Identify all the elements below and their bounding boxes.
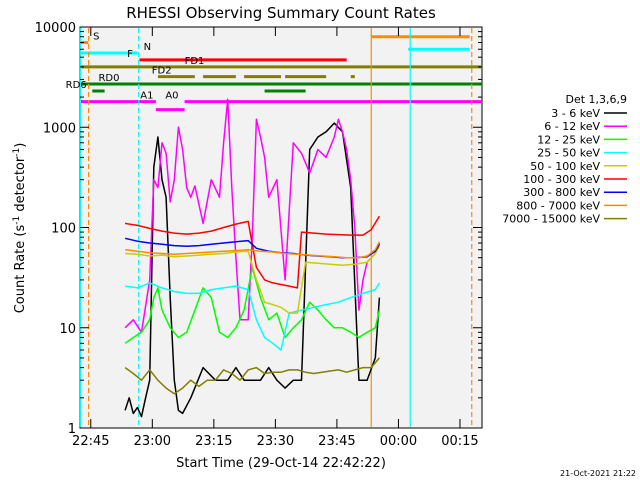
series-line-7000-15000-kev [124, 357, 380, 395]
y-axis-label-end: ) [13, 143, 28, 148]
y-axis-label-sup1: -1 [12, 216, 22, 225]
x-axis-label: Start Time (29-Oct-14 22:42:22) [176, 456, 386, 471]
x-tick-label-23-00: 23:00 [134, 434, 171, 449]
flag-label-s: S [93, 32, 99, 43]
legend-label-6-12-kev: 6 - 12 keV [544, 120, 600, 133]
data-series [124, 98, 381, 418]
axes: 22:45 23:00 23:15 23:30 23:45 00:00 00:15 1 10 10… [35, 21, 482, 449]
y-tick-label-1000: 1000 [43, 121, 76, 136]
legend-label-800-7000-kev: 800 - 7000 keV [516, 199, 600, 212]
flag-label-fd1: FD1 [185, 56, 205, 67]
chart-title: RHESSI Observing Summary Count Rates [126, 4, 436, 22]
flag-label-a0: A0 [165, 91, 178, 102]
flag-label-fd2: FD2 [152, 66, 172, 77]
flag-label-rd0: RD0 [98, 73, 119, 84]
footer-timestamp: 21-Oct-2021 21:22 [560, 469, 636, 478]
x-tick-label-00-00: 00:00 [380, 434, 417, 449]
y-axis-label-mid: detector [13, 156, 28, 216]
y-axis-label-main: Count Rate (s [13, 225, 28, 314]
x-tick-label-00-15: 00:15 [441, 434, 478, 449]
x-tick-label-23-45: 23:45 [318, 434, 355, 449]
flag-label-n: N [144, 42, 151, 53]
legend-label-7000-15000-kev: 7000 - 15000 keV [502, 213, 600, 226]
legend-label-100-300-kev: 100 - 300 keV [523, 173, 600, 186]
y-axis-label-sup2: -1 [12, 148, 22, 157]
x-tick-label-23-15: 23:15 [195, 434, 232, 449]
y-axis-label: Count Rate (s-1 detector-1) [12, 143, 28, 314]
flag-label-rd6: RD6 [66, 80, 87, 91]
series-line-6-12-kev [124, 98, 381, 334]
series-line-12-25-kev [124, 266, 381, 344]
legend-label-25-50-kev: 25 - 50 keV [537, 147, 600, 160]
flag-label-a1: A1 [140, 91, 153, 102]
legend-label-300-800-kev: 300 - 800 keV [523, 186, 600, 199]
y-tick-label-100: 100 [51, 222, 76, 237]
series-line-100-300-kev [124, 215, 381, 289]
x-tick-label-22-45: 22:45 [72, 434, 109, 449]
series-line-800-7000-kev [125, 241, 381, 259]
flag-label-f: F [127, 49, 133, 60]
series-line-25-50-kev [124, 282, 381, 351]
legend-label-12-25-kev: 12 - 25 keV [537, 133, 600, 146]
legend-label-50-100-kev: 50 - 100 keV [530, 160, 600, 173]
legend-title: Det 1,3,6,9 [565, 93, 627, 106]
y-tick-label-10: 10 [59, 322, 76, 337]
flag-bars: S NF FD1 FD2 RD0 RD6 A1 A0 [66, 32, 482, 112]
series-line-50-100-kev [125, 245, 381, 314]
y-tick-label-10000: 10000 [35, 21, 76, 36]
x-tick-label-23-30: 23:30 [257, 434, 294, 449]
legend-label-3-6-kev: 3 - 6 keV [551, 107, 600, 120]
y-tick-label-1: 1 [68, 422, 76, 437]
